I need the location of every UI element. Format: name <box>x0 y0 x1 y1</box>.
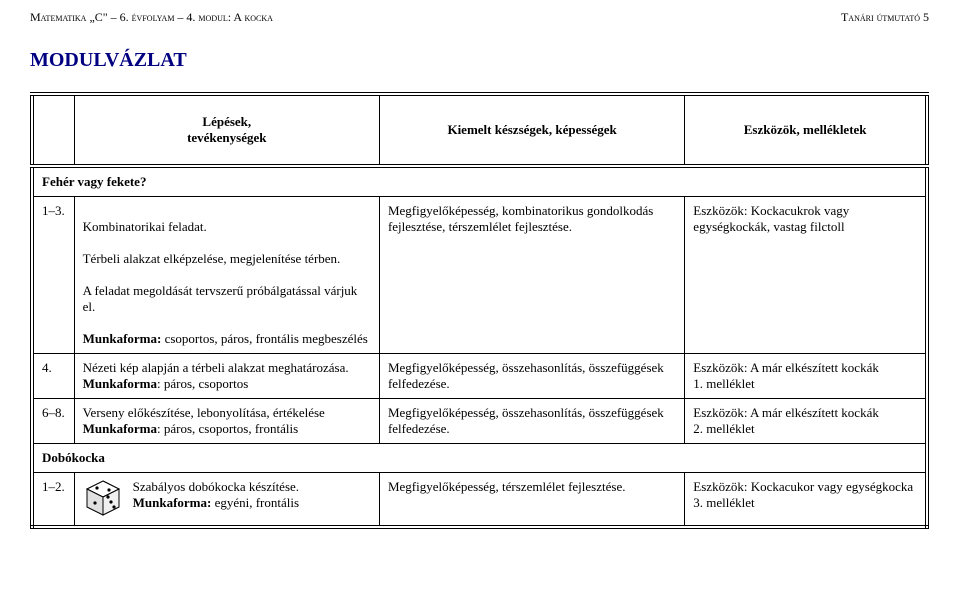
row-tool: Eszközök: Kockacukor vagy egységkocka 3.… <box>685 473 927 528</box>
table-row: 4. Nézeti kép alapján a térbeli alakzat … <box>32 354 927 399</box>
header-right: Tanári útmutató 5 <box>841 10 929 25</box>
table-header-row: Lépések, tevékenységek Kiemelt készségek… <box>32 94 927 166</box>
row-tool: Eszközök: A már elkészített kockák 1. me… <box>685 354 927 399</box>
section-title: MODULVÁZLAT <box>30 49 929 72</box>
header-tools: Eszközök, mellékletek <box>685 94 927 166</box>
row-skill: Megfigyelőképesség, összehasonlítás, öss… <box>379 399 684 444</box>
row-num: 6–8. <box>32 399 74 444</box>
header-left: Matematika „C" – 6. évfolyam – 4. modul:… <box>30 10 273 25</box>
section-row-2: Dobókocka <box>32 444 927 473</box>
row-num: 1–3. <box>32 197 74 354</box>
table-row: 1–3. Kombinatorikai feladat. Térbeli ala… <box>32 197 927 354</box>
row-skill: Megfigyelőképesség, összehasonlítás, öss… <box>379 354 684 399</box>
row-step: Kombinatorikai feladat. Térbeli alakzat … <box>74 197 379 354</box>
header-steps: Lépések, tevékenységek <box>74 94 379 166</box>
table-row: 1–2. <box>32 473 927 528</box>
page: Matematika „C" – 6. évfolyam – 4. modul:… <box>0 0 959 549</box>
header-empty <box>32 94 74 166</box>
section-title-1: Fehér vagy fekete? <box>32 166 927 197</box>
table-row: 6–8. Verseny előkészítése, lebonyolítása… <box>32 399 927 444</box>
section-row-1: Fehér vagy fekete? <box>32 166 927 197</box>
page-header: Matematika „C" – 6. évfolyam – 4. modul:… <box>30 10 929 25</box>
row-step: Verseny előkészítése, lebonyolítása, ért… <box>74 399 379 444</box>
section-title-2: Dobókocka <box>32 444 927 473</box>
row-tool: Eszközök: Kockacukrok vagy egységkockák,… <box>685 197 927 354</box>
row-num: 4. <box>32 354 74 399</box>
module-table: Lépések, tevékenységek Kiemelt készségek… <box>30 92 929 529</box>
header-skills: Kiemelt készségek, képességek <box>379 94 684 166</box>
row-skill: Megfigyelőképesség, kombinatorikus gondo… <box>379 197 684 354</box>
row-step: Szabályos dobókocka készítése. Munkaform… <box>74 473 379 528</box>
die-icon <box>83 479 123 519</box>
row-step: Nézeti kép alapján a térbeli alakzat meg… <box>74 354 379 399</box>
row-tool: Eszközök: A már elkészített kockák 2. me… <box>685 399 927 444</box>
row-skill: Megfigyelőképesség, térszemlélet fejlesz… <box>379 473 684 528</box>
row-num: 1–2. <box>32 473 74 528</box>
